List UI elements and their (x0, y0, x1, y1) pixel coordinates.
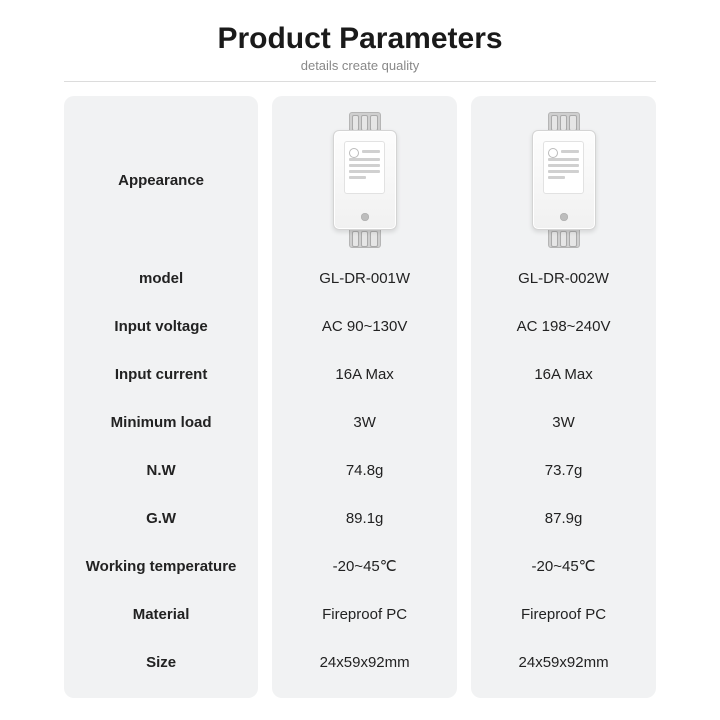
label-working-temperature: Working temperature (64, 542, 258, 590)
device-icon (323, 112, 407, 248)
product-a-input-voltage: AC 90~130V (272, 302, 457, 350)
product-a-gross-weight: 89.1g (272, 494, 457, 542)
device-icon (522, 112, 606, 248)
product-a-model: GL-DR-001W (272, 254, 457, 302)
label-material: Material (64, 590, 258, 638)
product-b-input-current: 16A Max (471, 350, 656, 398)
product-a-net-weight: 74.8g (272, 446, 457, 494)
label-gross-weight: G.W (64, 494, 258, 542)
label-minimum-load: Minimum load (64, 398, 258, 446)
product-a-material: Fireproof PC (272, 590, 457, 638)
divider (64, 81, 656, 82)
label-size: Size (64, 638, 258, 686)
product-a-image (272, 106, 457, 254)
product-b-image (471, 106, 656, 254)
product-b-gross-weight: 87.9g (471, 494, 656, 542)
product-b-net-weight: 73.7g (471, 446, 656, 494)
label-model: model (64, 254, 258, 302)
product-a-size: 24x59x92mm (272, 638, 457, 686)
page-title: Product Parameters (64, 22, 656, 56)
product-b-model: GL-DR-002W (471, 254, 656, 302)
page-subtitle: details create quality (64, 58, 656, 73)
product-b-size: 24x59x92mm (471, 638, 656, 686)
product-a-working-temperature: -20~45℃ (272, 542, 457, 590)
product-a-input-current: 16A Max (272, 350, 457, 398)
product-b-column: GL-DR-002W AC 198~240V 16A Max 3W 73.7g … (471, 96, 656, 698)
comparison-table: Appearance model Input voltage Input cur… (64, 96, 656, 698)
product-b-working-temperature: -20~45℃ (471, 542, 656, 590)
labels-column: Appearance model Input voltage Input cur… (64, 96, 258, 698)
label-input-current: Input current (64, 350, 258, 398)
product-a-column: GL-DR-001W AC 90~130V 16A Max 3W 74.8g 8… (272, 96, 457, 698)
product-b-material: Fireproof PC (471, 590, 656, 638)
product-b-input-voltage: AC 198~240V (471, 302, 656, 350)
label-net-weight: N.W (64, 446, 258, 494)
product-a-minimum-load: 3W (272, 398, 457, 446)
label-input-voltage: Input voltage (64, 302, 258, 350)
label-appearance: Appearance (64, 106, 258, 254)
product-parameters-page: Product Parameters details create qualit… (0, 0, 720, 720)
product-b-minimum-load: 3W (471, 398, 656, 446)
